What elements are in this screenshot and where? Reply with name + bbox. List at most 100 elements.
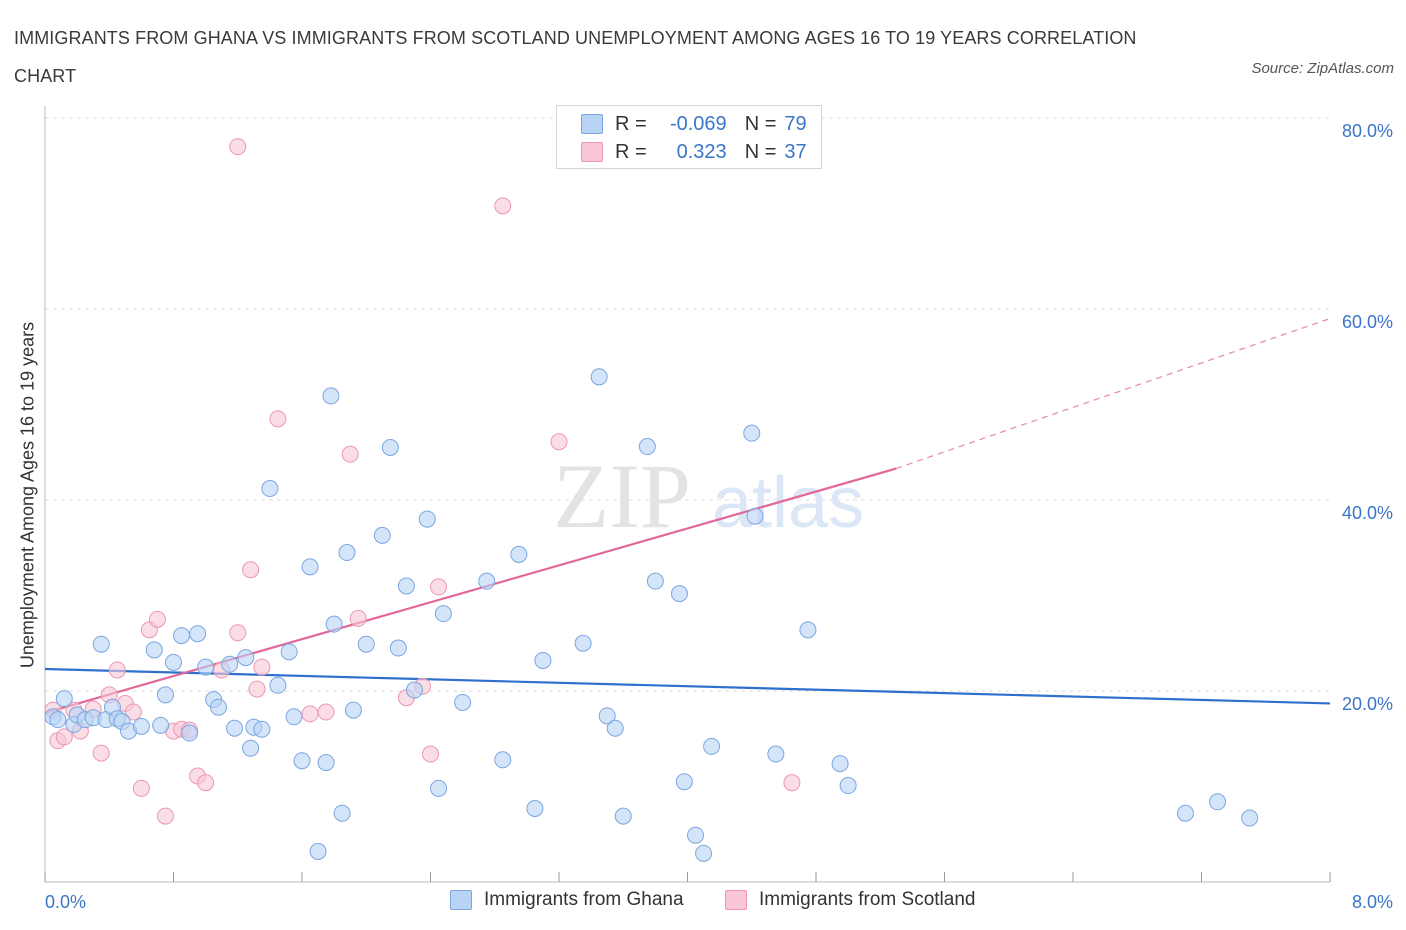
ghana-point xyxy=(181,724,199,742)
y-tick-label: 40.0% xyxy=(1342,503,1393,523)
ghana-point xyxy=(430,779,448,797)
ghana-point xyxy=(269,676,287,694)
r-label: R = xyxy=(615,140,647,163)
ghana-point xyxy=(333,804,351,822)
scotland-point xyxy=(55,728,73,746)
ghana-point xyxy=(1241,809,1259,827)
ghana-point xyxy=(670,585,688,603)
ghana-point xyxy=(389,639,407,657)
chart-title: IMMIGRANTS FROM GHANA VS IMMIGRANTS FROM… xyxy=(14,28,1137,86)
legend-row-scotland: R = 0.323 N = 37 xyxy=(581,140,807,164)
ghana-point xyxy=(746,507,764,525)
ghana-point xyxy=(173,627,191,645)
ghana-point xyxy=(743,424,761,442)
ghana-point xyxy=(405,681,423,699)
ghana-point xyxy=(55,690,73,708)
ghana-point xyxy=(132,717,150,735)
scotland-point xyxy=(148,610,166,628)
watermark-zip: ZIP xyxy=(553,445,691,547)
scotland-legend-swatch xyxy=(725,890,747,910)
gridlines xyxy=(45,117,1330,692)
ghana-point xyxy=(165,653,182,671)
ghana-point xyxy=(418,510,436,528)
x-tick-label-max: 8.0% xyxy=(1352,892,1393,912)
ghana-point xyxy=(373,526,391,544)
ghana-point xyxy=(357,635,375,653)
scotland-point xyxy=(253,658,271,676)
correlation-legend: R = -0.069 N = 79 R = 0.323 N = 37 xyxy=(556,105,822,169)
watermark: ZIP atlas xyxy=(553,445,864,547)
scotland-point xyxy=(108,661,126,679)
ghana-point xyxy=(590,368,608,386)
ghana-r-value: -0.069 xyxy=(669,112,727,135)
ghana-point xyxy=(574,634,592,652)
scotland-point xyxy=(349,609,367,627)
ghana-point xyxy=(695,844,713,862)
watermark-atlas: atlas xyxy=(712,463,864,543)
ghana-point xyxy=(285,708,303,726)
ghana-point xyxy=(703,737,721,755)
ghana-point xyxy=(1176,804,1194,822)
ghana-point xyxy=(242,739,260,757)
ghana-point xyxy=(454,693,472,711)
ghana-point xyxy=(534,651,552,669)
ghana-point xyxy=(261,480,279,498)
y-tick-label: 20.0% xyxy=(1342,694,1393,714)
scotland-point xyxy=(197,774,215,792)
ghana-point xyxy=(237,649,255,667)
ghana-point xyxy=(839,777,857,795)
scotland-point xyxy=(317,703,335,721)
ghana-point xyxy=(156,686,174,704)
source-credit: Source: ZipAtlas.com xyxy=(1251,60,1394,77)
ghana-n-value: 79 xyxy=(784,112,807,135)
ghana-point xyxy=(209,698,227,716)
scotland-point xyxy=(341,445,359,463)
ghana-point xyxy=(687,826,705,844)
scotland-n-value: 37 xyxy=(784,140,807,163)
ghana-point xyxy=(638,438,656,456)
legend-label-ghana: Immigrants from Ghana xyxy=(484,889,684,910)
ghana-point xyxy=(799,621,817,639)
scotland-point xyxy=(550,433,568,451)
series-ghana xyxy=(44,368,1259,862)
ghana-point xyxy=(280,643,298,661)
legend-item-ghana: Immigrants from Ghana xyxy=(450,889,684,911)
ghana-legend-swatch xyxy=(450,890,472,910)
ghana-point xyxy=(145,641,163,659)
r-label: R = xyxy=(615,112,647,135)
ghana-point xyxy=(221,655,239,673)
axes xyxy=(44,106,1331,883)
ghana-point xyxy=(301,558,319,576)
y-tick-label: 80.0% xyxy=(1342,121,1393,141)
ghana-point xyxy=(434,605,452,623)
scotland-point xyxy=(494,197,512,215)
ghana-point xyxy=(322,387,340,405)
scotland-point xyxy=(124,703,142,721)
ghana-point xyxy=(598,707,616,725)
ghana-point xyxy=(675,773,693,791)
scotland-point xyxy=(229,624,247,642)
legend-row-ghana: R = -0.069 N = 79 xyxy=(581,112,807,136)
legend-item-scotland: Immigrants from Scotland xyxy=(725,889,975,911)
ghana-point xyxy=(344,701,362,719)
scotland-point xyxy=(269,410,287,428)
ghana-point xyxy=(338,544,356,562)
ghana-point xyxy=(189,625,207,643)
ghana-point xyxy=(397,577,415,595)
ghana-point xyxy=(767,745,785,763)
ghana-point xyxy=(614,807,632,825)
scotland-point xyxy=(301,705,319,723)
ghana-point xyxy=(646,572,664,590)
scotland-point xyxy=(92,744,110,762)
scotland-point xyxy=(248,680,266,698)
scotland-point xyxy=(156,807,174,825)
ghana-point xyxy=(1209,793,1227,811)
scotland-r-value: 0.323 xyxy=(676,140,727,163)
ghana-point xyxy=(478,572,496,590)
scotland-point xyxy=(229,138,247,156)
scotland-point xyxy=(422,745,439,763)
scotland-point xyxy=(783,774,801,792)
y-tick-label: 60.0% xyxy=(1342,312,1393,332)
ghana-point xyxy=(606,719,624,737)
series-legend: Immigrants from Ghana Immigrants from Sc… xyxy=(0,889,1406,915)
